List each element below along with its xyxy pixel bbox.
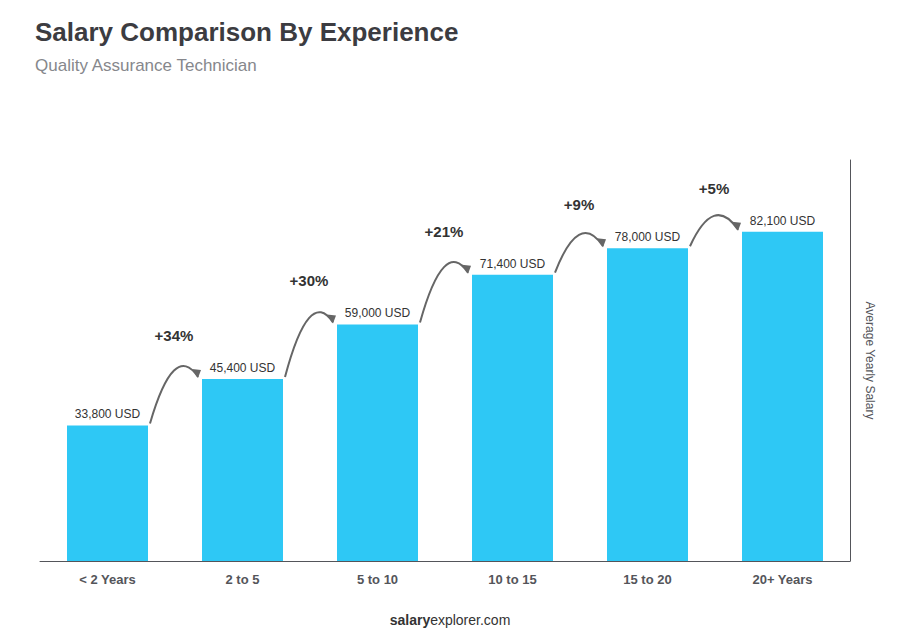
svg-text:Average Yearly Salary: Average Yearly Salary (863, 302, 877, 420)
svg-text:20+ Years: 20+ Years (752, 572, 812, 587)
svg-text:explorer.com: explorer.com (430, 612, 510, 628)
svg-text:82,100 USD: 82,100 USD (750, 214, 816, 228)
svg-text:10 to 15: 10 to 15 (488, 572, 536, 587)
svg-text:Salary Comparison By Experienc: Salary Comparison By Experience (35, 17, 458, 47)
svg-text:2 to 5: 2 to 5 (226, 572, 260, 587)
svg-text:+21%: +21% (425, 223, 464, 240)
svg-text:+5%: +5% (699, 180, 729, 197)
svg-text:78,000 USD: 78,000 USD (615, 230, 681, 244)
svg-text:salary: salary (390, 612, 431, 628)
svg-text:15 to 20: 15 to 20 (623, 572, 671, 587)
svg-text:+9%: +9% (564, 196, 594, 213)
svg-text:Quality Assurance Technician: Quality Assurance Technician (35, 56, 257, 75)
svg-text:+30%: +30% (290, 272, 329, 289)
svg-text:5 to 10: 5 to 10 (357, 572, 398, 587)
svg-text:+34%: +34% (155, 327, 194, 344)
svg-text:33,800 USD: 33,800 USD (75, 407, 141, 421)
svg-text:59,000 USD: 59,000 USD (345, 306, 411, 320)
svg-text:< 2 Years: < 2 Years (79, 572, 136, 587)
svg-text:45,400 USD: 45,400 USD (210, 361, 276, 375)
svg-text:71,400 USD: 71,400 USD (480, 257, 546, 271)
